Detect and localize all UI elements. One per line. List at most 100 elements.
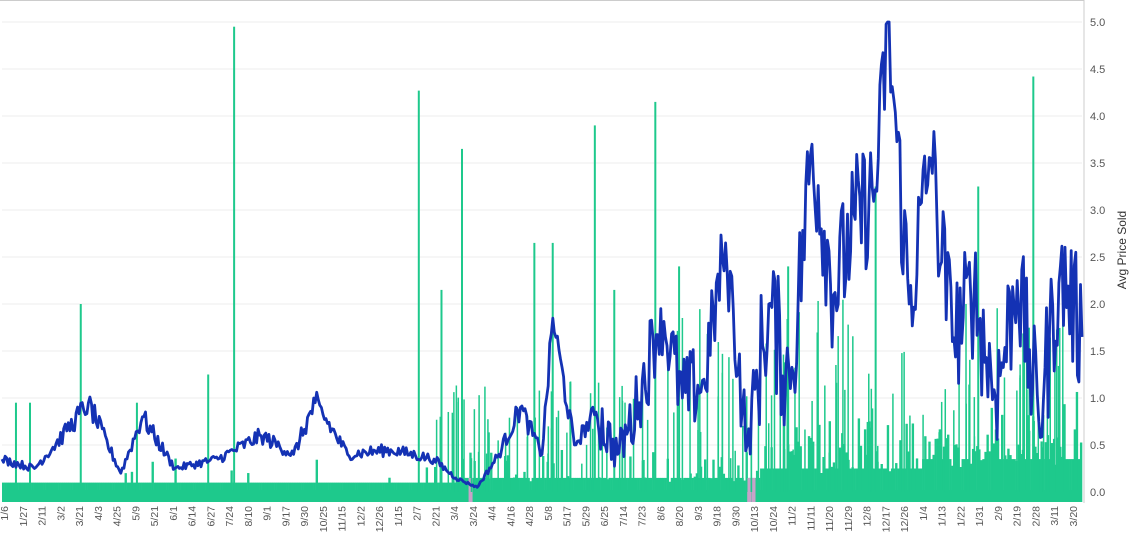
bar — [697, 389, 699, 492]
bar — [471, 477, 474, 502]
bar — [780, 468, 784, 502]
bar — [687, 477, 690, 502]
bar — [544, 477, 547, 502]
bar — [451, 412, 454, 492]
bar — [647, 477, 651, 502]
bar — [600, 477, 603, 502]
bar — [890, 468, 894, 502]
bar — [760, 468, 763, 502]
bar — [542, 455, 545, 502]
x-tick-label: 10/13 — [749, 506, 761, 532]
bar — [693, 476, 696, 502]
bar — [1004, 455, 1007, 492]
bar — [984, 451, 987, 502]
bar — [575, 477, 578, 502]
bar — [667, 359, 669, 492]
x-tick-label: 5/17 — [562, 506, 574, 527]
bar — [1038, 459, 1041, 502]
bar — [934, 438, 937, 502]
bar — [714, 477, 717, 502]
x-tick-label: 4/16 — [505, 506, 517, 527]
x-tick-label: 5/29 — [580, 506, 592, 527]
bar — [601, 439, 604, 492]
bar — [930, 459, 933, 502]
bar — [776, 468, 780, 502]
x-tick-label: 9/3 — [693, 506, 705, 521]
bar — [1023, 326, 1026, 492]
bar — [811, 400, 813, 492]
bar — [849, 468, 852, 502]
bar — [882, 468, 885, 502]
bar — [785, 468, 788, 502]
bar — [571, 477, 574, 502]
bar — [750, 427, 753, 492]
bar — [1057, 365, 1060, 492]
bar — [824, 385, 826, 492]
bar — [515, 474, 518, 502]
bar — [924, 436, 927, 502]
bar — [510, 477, 514, 502]
bar-spike — [417, 90, 420, 493]
bar — [587, 477, 591, 502]
bar — [1073, 429, 1077, 502]
bar — [498, 477, 501, 502]
bar — [718, 466, 721, 502]
bar — [892, 393, 894, 492]
bar — [230, 470, 233, 502]
bar-series — [2, 26, 1083, 502]
bar — [911, 423, 915, 502]
x-tick-label: 2/21 — [430, 506, 442, 527]
bar — [695, 473, 699, 502]
bar — [770, 395, 773, 492]
bar — [581, 463, 583, 492]
x-tick-label: 1/27 — [18, 506, 30, 527]
bar — [1016, 390, 1018, 492]
bar — [683, 477, 686, 502]
bar — [1049, 337, 1051, 492]
bar — [566, 476, 570, 502]
bar-highlight — [747, 478, 752, 502]
bar — [963, 459, 966, 502]
bar — [886, 425, 890, 502]
bar — [734, 450, 736, 492]
bar — [566, 432, 568, 492]
bar — [724, 477, 728, 502]
bar — [554, 477, 557, 502]
x-tick-label: 5/8 — [543, 506, 555, 521]
x-tick-label: 12/17 — [881, 506, 893, 532]
bar — [506, 455, 510, 502]
bar — [673, 412, 675, 492]
bar — [971, 448, 975, 502]
bar — [535, 477, 539, 502]
bar-spike — [613, 289, 616, 492]
bar — [809, 437, 813, 502]
bar — [859, 445, 863, 502]
bar — [820, 473, 823, 502]
y-axis: 0.0 0.5 1.0 1.5 2.0 2.5 3.0 3.5 4.0 4.5 5.0 — [0, 0, 1105, 503]
line-series — [0, 20, 1084, 489]
bar — [994, 429, 998, 502]
bar — [475, 477, 478, 502]
bar — [467, 477, 470, 502]
bar — [818, 424, 821, 502]
x-tick-label: 3/2 — [55, 506, 67, 521]
x-tick-label: 12/26 — [374, 506, 386, 532]
bar — [1001, 414, 1004, 502]
bar — [804, 429, 806, 492]
bar — [926, 459, 929, 502]
bar-spike — [461, 148, 463, 492]
bar — [1054, 357, 1056, 492]
bar — [1063, 404, 1066, 502]
y-tick-label: 5.0 — [1090, 17, 1105, 29]
bar — [505, 460, 508, 492]
bar — [1032, 404, 1035, 492]
bar — [562, 477, 566, 502]
bar — [558, 477, 561, 502]
bar — [1069, 459, 1072, 502]
bar — [722, 473, 726, 502]
bar — [913, 468, 917, 502]
bar — [772, 468, 775, 502]
bar — [602, 477, 605, 502]
y-tick-label: 0.0 — [1090, 487, 1105, 499]
